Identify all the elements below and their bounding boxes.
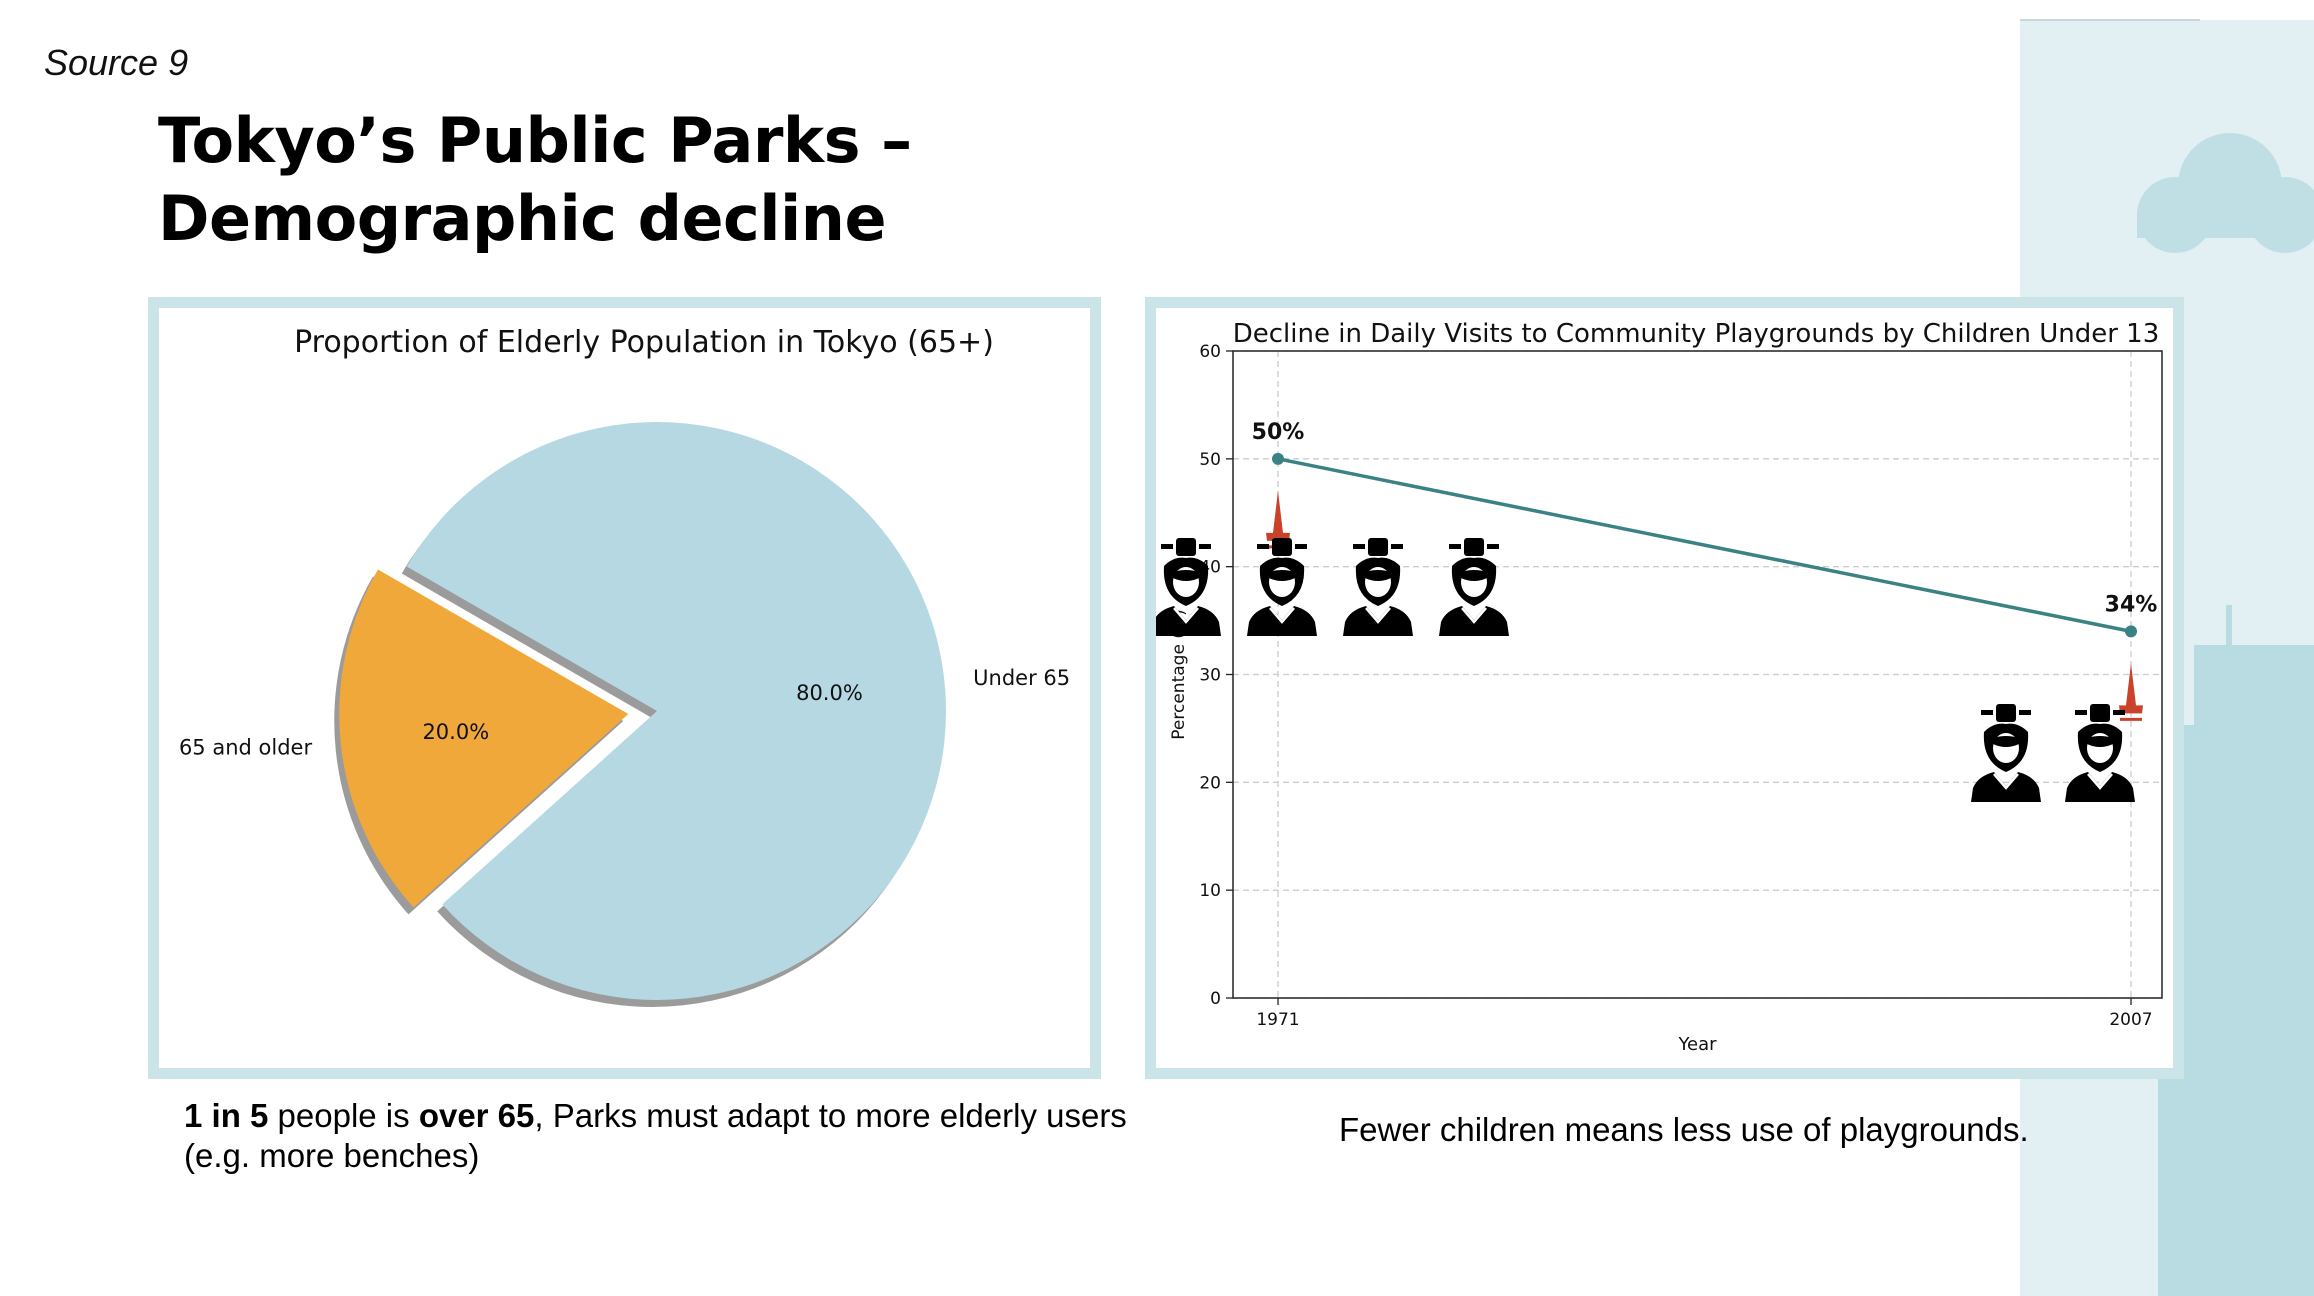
child-icon-collar — [1461, 607, 1487, 624]
caption-elderly: 1 in 5 people is over 65, Parks must ada… — [184, 1096, 1144, 1176]
data-point — [1272, 452, 1284, 465]
y-tick-label: 50 — [1199, 450, 1221, 470]
data-point-label: 50% — [1252, 420, 1305, 445]
child-icon-hair — [2087, 736, 2113, 747]
pie-pct-label: 80.0% — [796, 681, 863, 705]
data-point — [2125, 625, 2137, 638]
x-tick-label: 2007 — [2109, 1010, 2152, 1030]
down-arrow-icon — [2119, 663, 2143, 721]
y-tick-label: 0 — [1210, 989, 1221, 1009]
child-icon-hat — [2090, 704, 2110, 722]
child-icon-brim-right — [2113, 710, 2125, 715]
child-icon-brim-right — [1199, 544, 1211, 549]
page-title-line2: Demographic decline — [158, 182, 886, 255]
y-tick-label: 10 — [1199, 881, 1221, 901]
pie-slice-label: Under 65 — [973, 666, 1070, 690]
caption-bold-2: over 65 — [418, 1097, 535, 1134]
y-tick-label: 30 — [1199, 666, 1221, 686]
x-tick-label: 1971 — [1256, 1010, 1299, 1030]
child-icon-brim-left — [1353, 544, 1365, 549]
caption-playgrounds: Fewer children means less use of playgro… — [1339, 1111, 2029, 1148]
child-icon-collar — [2087, 773, 2113, 790]
child-icon — [1151, 538, 1221, 636]
page-title-line1: Tokyo’s Public Parks – — [158, 104, 912, 177]
child-icon-hair — [1993, 736, 2019, 747]
line-chart-title: Decline in Daily Visits to Community Pla… — [1233, 319, 2160, 349]
caption-text-1: people is — [268, 1097, 419, 1134]
line-chart-panel: Decline in Daily Visits to Community Pla… — [1145, 297, 2184, 1079]
y-axis-label: Percentage (%) — [1169, 609, 1189, 739]
down-arrow-shape — [2119, 663, 2143, 714]
child-icon-hat — [1176, 538, 1196, 556]
child-icon-hair — [1269, 570, 1295, 581]
child-icon — [2065, 704, 2135, 802]
source-label: Source 9 — [44, 42, 189, 83]
child-icon-brim-left — [2075, 710, 2087, 715]
page-title: Tokyo’s Public Parks – Demographic decli… — [158, 102, 912, 258]
pie-slice-elderly — [339, 569, 629, 908]
plot-frame — [1232, 350, 2163, 999]
child-icon-hat — [1368, 538, 1388, 556]
pie-slice-under65 — [406, 422, 947, 1001]
series-line — [1277, 457, 2132, 634]
pie-chart-panel: Proportion of Elderly Population in Toky… — [148, 297, 1101, 1079]
line-chart: Decline in Daily Visits to Community Pla… — [1151, 319, 2163, 1055]
child-icon-hat — [1996, 704, 2016, 722]
child-icon-hat — [1464, 538, 1484, 556]
child-icon-collar — [1365, 607, 1391, 624]
child-icon-collar — [1269, 607, 1295, 624]
y-tick-label: 20 — [1199, 773, 1221, 793]
x-axis-label: Year — [1677, 1034, 1717, 1055]
child-icon-collar — [1993, 773, 2019, 790]
child-icon-hat — [1272, 538, 1292, 556]
caption-text-2: , Parks must adapt to more elderly users… — [184, 1097, 1127, 1174]
child-icon — [1439, 538, 1509, 636]
child-icon-hair — [1365, 570, 1391, 581]
pie-chart-title: Proportion of Elderly Population in Toky… — [294, 325, 994, 360]
child-icon-brim-right — [1487, 544, 1499, 549]
child-icon-hair — [1173, 570, 1199, 581]
child-icon — [1343, 538, 1413, 636]
child-icon-hair — [1461, 570, 1487, 581]
cloud-icon — [2137, 133, 2314, 253]
child-icon-brim-right — [1295, 544, 1307, 549]
child-icon — [1971, 704, 2041, 802]
child-icon-brim-right — [2019, 710, 2031, 715]
child-icon-brim-left — [1257, 544, 1269, 549]
y-tick-label: 60 — [1199, 342, 1221, 362]
child-icon-brim-left — [1161, 544, 1173, 549]
child-icon-collar — [1173, 607, 1199, 624]
pie-slice-label: 65 and older — [179, 735, 313, 759]
child-icon-brim-left — [1449, 544, 1461, 549]
pie-pct-label: 20.0% — [422, 720, 489, 744]
pie-chart: Proportion of Elderly Population in Toky… — [179, 325, 1070, 1008]
child-icon-brim-right — [1391, 544, 1403, 549]
child-icon-brim-left — [1981, 710, 1993, 715]
down-arrow-shape — [1266, 490, 1290, 541]
data-point-label: 34% — [2105, 592, 2158, 617]
caption-bold-1: 1 in 5 — [184, 1097, 269, 1134]
child-icon — [1247, 538, 1317, 636]
